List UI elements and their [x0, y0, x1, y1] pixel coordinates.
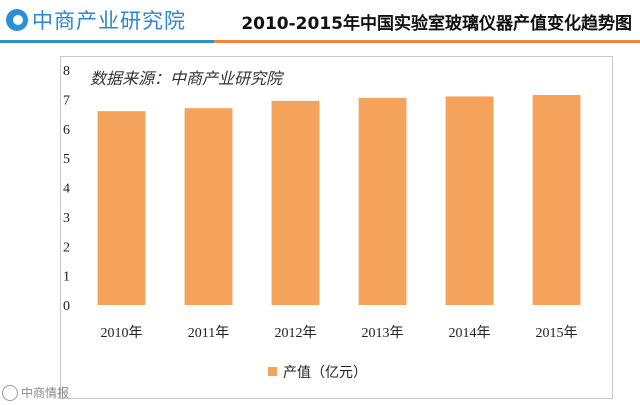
- y-tick-label: 3: [63, 211, 70, 226]
- legend-label: 产值（亿元）: [283, 365, 367, 381]
- y-tick-label: 5: [63, 152, 70, 167]
- x-tick-label: 2010年: [101, 325, 143, 341]
- brand-logo: 中商产业研究院: [6, 6, 186, 34]
- logo-icon: [6, 9, 28, 31]
- y-tick-label: 7: [63, 93, 70, 108]
- x-tick-label: 2015年: [536, 325, 578, 341]
- header: 中商产业研究院 2010-2015年中国实验室玻璃仪器产值变化趋势图: [0, 0, 640, 44]
- x-tick-label: 2012年: [275, 325, 317, 341]
- bar-2011年: [184, 108, 233, 305]
- bar-2013年: [358, 97, 407, 305]
- bar-2010年: [97, 111, 146, 305]
- watermark-icon: [2, 384, 18, 401]
- x-tick-label: 2014年: [449, 325, 491, 341]
- legend-swatch: [268, 367, 277, 376]
- watermark-text: 中商情报: [21, 386, 70, 400]
- page-title: 2010-2015年中国实验室玻璃仪器产值变化趋势图: [241, 14, 632, 34]
- x-tick-label: 2011年: [188, 325, 229, 341]
- y-tick-label: 6: [63, 123, 70, 138]
- source-annotation: 数据来源：中商产业研究院: [90, 69, 285, 88]
- y-tick-label: 0: [63, 299, 70, 314]
- watermark: 中商情报: [2, 384, 69, 401]
- y-tick-label: 1: [63, 270, 70, 285]
- header-divider-accent: [214, 40, 640, 43]
- bar-2014年: [445, 96, 494, 305]
- logo-text: 中商产业研究院: [32, 9, 186, 33]
- x-tick-label: 2013年: [362, 325, 404, 341]
- y-tick-label: 2: [63, 240, 70, 255]
- bar-2012年: [271, 100, 320, 305]
- y-tick-label: 4: [63, 182, 70, 197]
- bar-2015年: [532, 94, 581, 305]
- y-tick-label: 8: [63, 64, 70, 79]
